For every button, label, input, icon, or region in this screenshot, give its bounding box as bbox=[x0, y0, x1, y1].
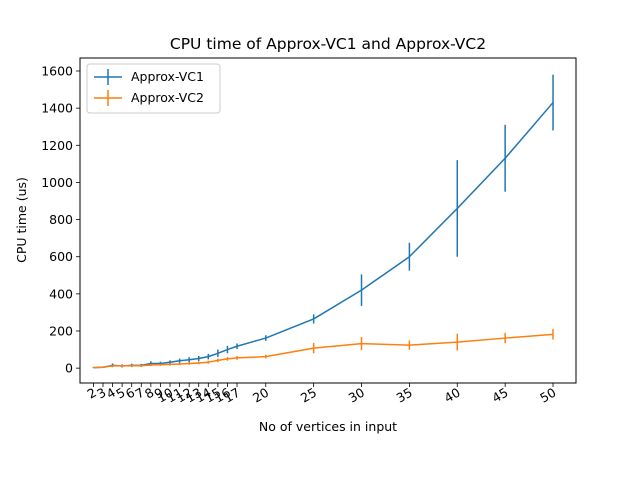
x-tick-label: 35 bbox=[394, 385, 415, 406]
x-tick-label: 25 bbox=[298, 385, 319, 406]
x-tick-label: 11 bbox=[164, 385, 185, 406]
y-axis-label: CPU time (us) bbox=[14, 177, 29, 263]
y-tick-label: 400 bbox=[49, 286, 73, 301]
series-2 bbox=[92, 329, 554, 369]
x-tick-label: 40 bbox=[441, 385, 462, 406]
chart-title: CPU time of Approx-VC1 and Approx-VC2 bbox=[170, 35, 486, 53]
y-tick-label: 1200 bbox=[41, 138, 73, 153]
legend-label-series-1: Approx-VC1 bbox=[131, 69, 204, 84]
plot-frame bbox=[79, 57, 577, 384]
y-tick-label: 800 bbox=[49, 212, 73, 227]
x-tick-label: 14 bbox=[193, 385, 214, 406]
x-tick-label: 50 bbox=[537, 385, 558, 406]
y-tick-label: 1400 bbox=[41, 101, 73, 116]
x-tick-label: 13 bbox=[183, 385, 204, 406]
x-tick-label: 30 bbox=[346, 385, 367, 406]
y-tick-label: 1000 bbox=[41, 175, 73, 190]
y-tick-label: 600 bbox=[49, 249, 73, 264]
y-tick-label: 0 bbox=[65, 361, 73, 376]
x-tick-label: 16 bbox=[212, 385, 233, 406]
x-tick-label: 20 bbox=[250, 385, 271, 406]
x-tick-label: 10 bbox=[154, 385, 175, 406]
legend-label-series-2: Approx-VC2 bbox=[131, 90, 204, 105]
x-tick-label: 15 bbox=[202, 385, 223, 406]
x-tick-label: 12 bbox=[173, 385, 194, 406]
y-tick-label: 200 bbox=[49, 324, 73, 339]
x-tick-label: 17 bbox=[221, 385, 242, 406]
x-axis-label: No of vertices in input bbox=[259, 419, 397, 434]
y-tick-label: 1600 bbox=[41, 64, 73, 79]
series-layer bbox=[92, 74, 554, 369]
legend: Approx-VC1 Approx-VC2 bbox=[86, 63, 221, 114]
x-tick-label: 45 bbox=[489, 385, 510, 406]
y-axis: 0 200 400 600 800 1000 1200 1400 1600 bbox=[41, 64, 80, 376]
